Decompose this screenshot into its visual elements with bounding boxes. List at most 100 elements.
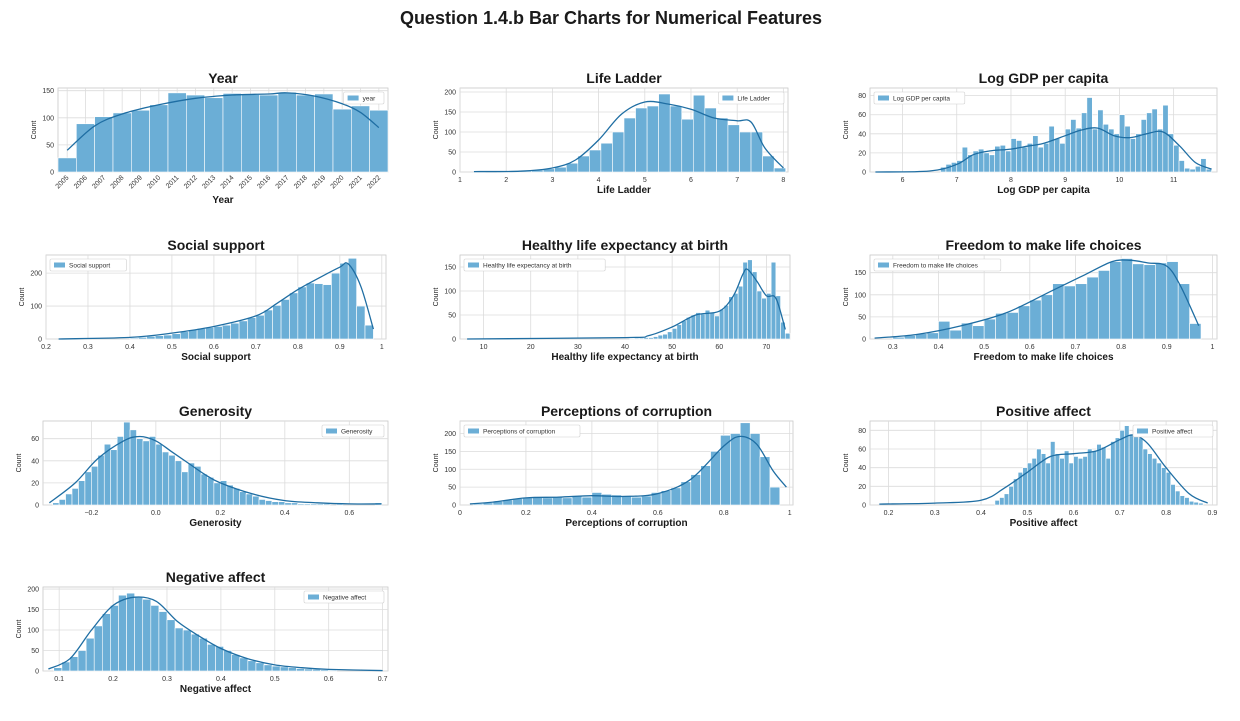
bar: [1008, 486, 1014, 506]
y-tick-label: 100: [30, 304, 42, 311]
y-tick-label: 100: [42, 115, 54, 122]
bar: [1018, 305, 1031, 340]
subplot-title: Social support: [167, 237, 265, 253]
x-tick-label: 0.4: [934, 344, 944, 351]
bar: [57, 157, 77, 173]
y-tick-label: 200: [444, 431, 456, 438]
bar: [78, 480, 86, 506]
bar: [181, 471, 189, 506]
bar: [730, 433, 741, 506]
bar: [94, 116, 114, 173]
bar: [1081, 112, 1088, 173]
x-tick-label: 2014: [220, 174, 236, 190]
bar: [271, 665, 281, 672]
y-axis-label: Count: [31, 121, 38, 140]
bar: [1142, 448, 1148, 506]
bar: [1114, 437, 1121, 506]
bar: [669, 105, 683, 173]
x-tick-label: 0.7: [378, 676, 388, 683]
bar: [565, 162, 579, 173]
x-tick-label: 3: [550, 177, 554, 184]
bar: [314, 93, 334, 173]
x-tick-label: 0.2: [108, 676, 118, 683]
y-axis-label: Count: [843, 454, 850, 473]
bar: [91, 466, 99, 506]
subplot-freedom-to-make-life-choices: Freedom to make life choices 0 50 100 150 0.3…: [843, 237, 1218, 363]
y-tick-label: 0: [862, 503, 866, 510]
bar: [591, 492, 603, 506]
bar: [223, 650, 232, 672]
y-axis-label: Count: [843, 121, 850, 140]
subplot-title: Perceptions of corruption: [541, 403, 712, 419]
bar: [142, 598, 152, 672]
bar: [1178, 160, 1185, 173]
y-tick-label: 100: [444, 289, 456, 296]
y-tick-label: 150: [854, 270, 866, 277]
legend-label: Positive affect: [1152, 429, 1193, 436]
bar: [116, 436, 124, 506]
bar: [750, 131, 763, 173]
bar: [680, 481, 692, 506]
bar: [239, 491, 247, 506]
bar: [323, 503, 331, 506]
y-tick-label: 50: [448, 313, 456, 320]
bar: [983, 318, 996, 340]
y-tick-label: 50: [448, 150, 456, 157]
y-tick-label: 50: [46, 142, 54, 149]
kde-line: [66, 92, 380, 151]
x-axis-label: Social support: [181, 352, 251, 363]
bar: [272, 305, 282, 340]
y-tick-label: 0: [452, 503, 456, 510]
bar: [1132, 263, 1145, 340]
x-tick-label: 0.8: [719, 510, 729, 517]
bar: [667, 331, 673, 340]
x-tick-label: 50: [668, 344, 676, 351]
x-tick-label: 0.9: [1162, 344, 1172, 351]
bar: [733, 293, 739, 340]
bar: [364, 324, 374, 340]
bar: [766, 293, 772, 340]
bar: [700, 465, 711, 506]
bar: [259, 94, 279, 173]
bar: [714, 315, 720, 340]
bar: [995, 313, 1008, 340]
legend-label: year: [363, 96, 376, 103]
y-axis-label: Count: [19, 288, 26, 307]
bar: [305, 282, 315, 340]
x-tick-label: 9: [1063, 177, 1067, 184]
legend-label: Perceptions of corruption: [483, 429, 556, 436]
bar: [1110, 441, 1116, 506]
x-tick-label: 4: [597, 177, 601, 184]
bar: [1161, 467, 1167, 506]
bar: [1189, 168, 1196, 173]
legend-box: [321, 424, 385, 438]
bar: [239, 657, 249, 672]
x-tick-label: 10: [1116, 177, 1124, 184]
bar: [1087, 448, 1093, 506]
bar: [762, 155, 775, 173]
bar: [739, 422, 751, 506]
bar: [174, 460, 182, 506]
bar: [709, 312, 715, 340]
bar: [723, 305, 730, 340]
bar: [1165, 472, 1172, 506]
bar: [1109, 261, 1122, 340]
bar: [657, 334, 664, 340]
bar: [69, 656, 79, 672]
bar: [1129, 138, 1136, 173]
bar: [1040, 294, 1053, 340]
bar: [187, 462, 195, 506]
bar: [351, 105, 370, 173]
kde-line: [48, 596, 383, 672]
bar: [951, 162, 958, 173]
bar: [1205, 168, 1212, 173]
bar: [215, 646, 224, 672]
y-tick-label: 40: [858, 131, 866, 138]
bar: [158, 611, 168, 672]
bar: [634, 337, 640, 340]
legend-patch: [54, 262, 65, 268]
bar: [1016, 140, 1023, 173]
y-tick-label: 0: [452, 170, 456, 177]
bar: [168, 454, 176, 506]
x-tick-label: 0.4: [125, 344, 135, 351]
